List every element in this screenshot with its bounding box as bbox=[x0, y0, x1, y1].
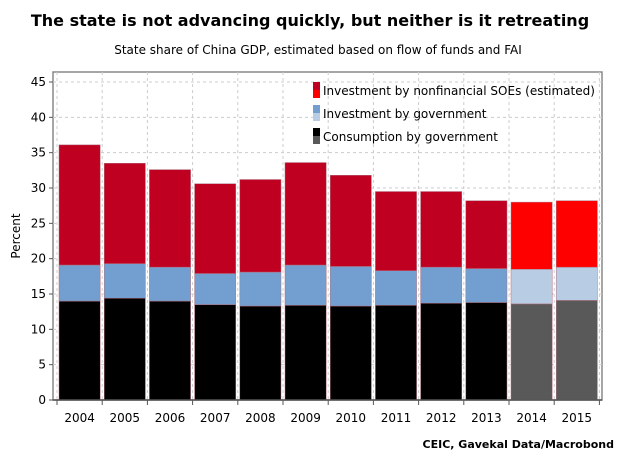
bar-segment-2005-0 bbox=[103, 297, 146, 401]
bar-segment-2013-0 bbox=[465, 302, 508, 401]
bar-segment-2004-0 bbox=[58, 300, 101, 401]
y-tick-label: 0 bbox=[38, 393, 46, 407]
bar-segment-2011-0 bbox=[375, 305, 417, 401]
legend-swatch bbox=[313, 105, 320, 113]
y-tick-label: 30 bbox=[31, 181, 46, 195]
chart-title: The state is not advancing quickly, but … bbox=[31, 11, 589, 30]
bar-segment-2011-1 bbox=[375, 270, 417, 306]
bar-segment-2006-0 bbox=[149, 300, 191, 401]
y-tick-label: 20 bbox=[31, 252, 46, 266]
bar-segment-2010-1 bbox=[329, 266, 372, 307]
x-tick-label: 2010 bbox=[336, 411, 367, 425]
y-tick-label: 35 bbox=[31, 146, 46, 160]
x-tick-label: 2005 bbox=[110, 411, 141, 425]
bar-segment-2007-1 bbox=[194, 273, 237, 305]
x-tick-label: 2006 bbox=[155, 411, 186, 425]
bar-segment-2015-1 bbox=[555, 266, 598, 301]
y-tick-label: 5 bbox=[38, 358, 46, 372]
bar-segment-2014-2 bbox=[510, 201, 553, 270]
bar-segment-2015-2 bbox=[555, 200, 598, 268]
x-tick-label: 2013 bbox=[471, 411, 502, 425]
bar-segment-2015-0 bbox=[555, 300, 598, 401]
x-tick-label: 2007 bbox=[200, 411, 231, 425]
bar-segment-2010-0 bbox=[329, 305, 372, 401]
y-tick-label: 10 bbox=[31, 322, 46, 336]
y-tick-label: 15 bbox=[31, 287, 46, 301]
bar-segment-2014-1 bbox=[510, 269, 553, 305]
legend-label: Consumption by government bbox=[323, 130, 498, 144]
bar-segment-2007-0 bbox=[194, 304, 237, 401]
y-tick-label: 45 bbox=[31, 75, 46, 89]
bar-segment-2009-0 bbox=[284, 305, 327, 401]
bar-segment-2008-0 bbox=[239, 305, 282, 401]
bar-segment-2009-1 bbox=[284, 264, 327, 306]
bar-segment-2007-2 bbox=[194, 183, 237, 274]
x-tick-label: 2012 bbox=[426, 411, 457, 425]
bar-segment-2010-2 bbox=[329, 175, 372, 267]
x-tick-label: 2015 bbox=[562, 411, 593, 425]
bar-segment-2008-2 bbox=[239, 179, 282, 273]
y-tick-label: 40 bbox=[31, 110, 46, 124]
bar-segment-2014-0 bbox=[510, 303, 553, 401]
bar-segment-2011-2 bbox=[375, 191, 417, 271]
bar-segment-2006-1 bbox=[149, 266, 191, 302]
x-tick-label: 2011 bbox=[381, 411, 412, 425]
chart-subtitle: State share of China GDP, estimated base… bbox=[114, 43, 522, 57]
y-tick-label: 25 bbox=[31, 216, 46, 230]
x-tick-label: 2014 bbox=[516, 411, 547, 425]
bar-segment-2012-0 bbox=[420, 302, 463, 401]
legend-label: Investment by government bbox=[323, 107, 487, 121]
legend-swatch-estimated bbox=[313, 90, 320, 98]
x-tick-label: 2008 bbox=[245, 411, 276, 425]
bar-segment-2009-2 bbox=[284, 162, 327, 266]
source-label: CEIC, Gavekal Data/Macrobond bbox=[423, 438, 614, 451]
y-axis-label: Percent bbox=[9, 213, 23, 258]
bar-segment-2004-1 bbox=[58, 264, 101, 302]
bar-segment-2005-1 bbox=[103, 263, 146, 299]
legend-swatch-estimated bbox=[313, 113, 320, 121]
bar-segment-2004-2 bbox=[58, 144, 101, 266]
bar-segment-2013-2 bbox=[465, 200, 508, 269]
bar-segment-2012-1 bbox=[420, 266, 463, 304]
legend-swatch-estimated bbox=[313, 136, 320, 144]
legend-swatch bbox=[313, 128, 320, 136]
bar-segment-2005-2 bbox=[103, 163, 146, 264]
x-tick-label: 2004 bbox=[64, 411, 95, 425]
legend-swatch bbox=[313, 82, 320, 90]
bar-segment-2012-2 bbox=[420, 191, 463, 268]
legend-label: Investment by nonfinancial SOEs (estimat… bbox=[323, 84, 595, 98]
bar-segment-2006-2 bbox=[149, 169, 191, 268]
bar-segment-2013-1 bbox=[465, 268, 508, 303]
x-tick-label: 2009 bbox=[290, 411, 321, 425]
bar-segment-2008-1 bbox=[239, 271, 282, 307]
